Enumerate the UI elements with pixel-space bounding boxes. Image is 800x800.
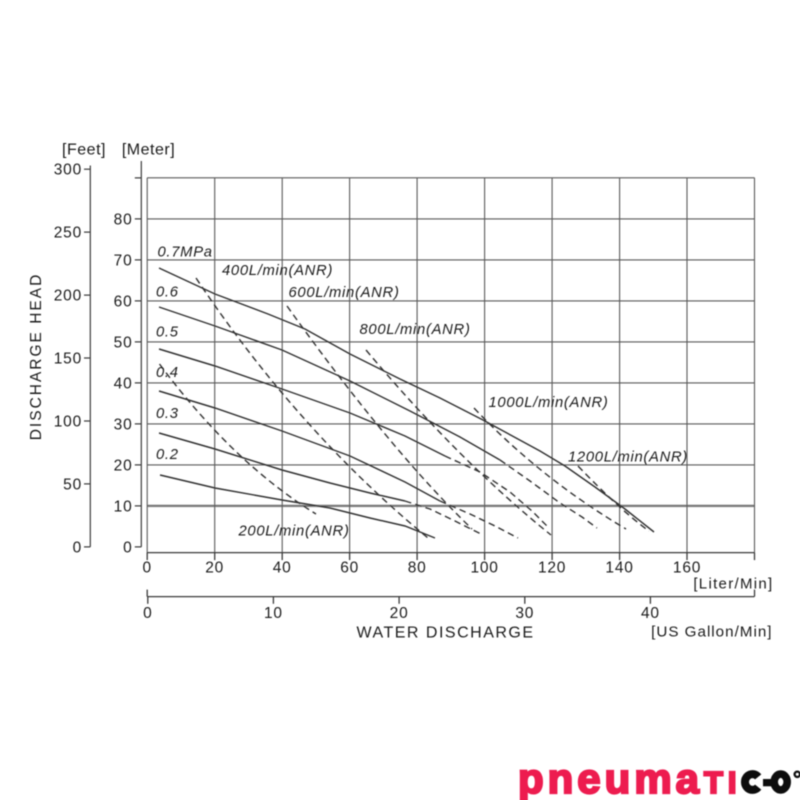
- svg-text:30: 30: [114, 416, 133, 433]
- svg-text:0: 0: [142, 560, 151, 577]
- svg-text:10: 10: [114, 498, 133, 515]
- svg-text:40: 40: [273, 560, 292, 577]
- svg-text:40: 40: [114, 375, 133, 392]
- svg-text:300: 300: [54, 162, 82, 179]
- svg-text:0.3: 0.3: [156, 406, 179, 422]
- svg-text:10: 10: [264, 605, 283, 622]
- svg-text:60: 60: [114, 293, 133, 310]
- svg-text:0.4: 0.4: [156, 365, 179, 381]
- svg-text:800L/min(ANR): 800L/min(ANR): [360, 322, 471, 338]
- svg-text:40: 40: [641, 605, 660, 622]
- svg-text:200L/min(ANR): 200L/min(ANR): [238, 524, 350, 540]
- svg-text:600L/min(ANR): 600L/min(ANR): [289, 285, 400, 301]
- svg-text:0.2: 0.2: [156, 447, 179, 463]
- svg-text:100: 100: [54, 414, 82, 431]
- svg-text:0: 0: [143, 605, 152, 622]
- svg-text:20: 20: [390, 605, 409, 622]
- svg-text:[Meter]: [Meter]: [122, 142, 175, 159]
- svg-text:WATER DISCHARGE: WATER DISCHARGE: [356, 625, 534, 642]
- svg-text:0: 0: [73, 539, 82, 556]
- svg-text:1000L/min(ANR): 1000L/min(ANR): [489, 395, 609, 411]
- svg-text:50: 50: [63, 476, 82, 493]
- svg-text:70: 70: [114, 252, 133, 269]
- svg-text:160: 160: [673, 560, 701, 577]
- svg-text:0.6: 0.6: [156, 285, 179, 301]
- svg-text:[US Gallon/Min]: [US Gallon/Min]: [651, 624, 772, 641]
- svg-text:1200L/min(ANR): 1200L/min(ANR): [568, 450, 688, 466]
- svg-text:20: 20: [114, 457, 133, 474]
- svg-text:60: 60: [340, 560, 359, 577]
- svg-text:400L/min(ANR): 400L/min(ANR): [222, 263, 333, 279]
- svg-text:250: 250: [54, 225, 82, 242]
- svg-text:80: 80: [114, 211, 133, 228]
- svg-text:0: 0: [123, 539, 132, 556]
- svg-text:[Liter/Min]: [Liter/Min]: [693, 576, 773, 593]
- svg-text:30: 30: [515, 605, 534, 622]
- svg-text:0.5: 0.5: [156, 325, 179, 341]
- svg-text:80: 80: [408, 560, 427, 577]
- svg-text:120: 120: [538, 560, 566, 577]
- svg-text:100: 100: [470, 560, 498, 577]
- svg-text:[Feet]: [Feet]: [62, 142, 106, 159]
- svg-text:0.7MPa: 0.7MPa: [158, 245, 213, 261]
- svg-text:pneuma: pneuma: [518, 755, 703, 800]
- svg-text:150: 150: [54, 351, 82, 368]
- svg-text:20: 20: [205, 560, 224, 577]
- svg-text:TI: TI: [704, 765, 742, 800]
- svg-text:50: 50: [114, 334, 133, 351]
- svg-text:DISCHARGE HEAD: DISCHARGE HEAD: [28, 273, 45, 441]
- svg-text:200: 200: [54, 288, 82, 305]
- svg-text:140: 140: [605, 560, 633, 577]
